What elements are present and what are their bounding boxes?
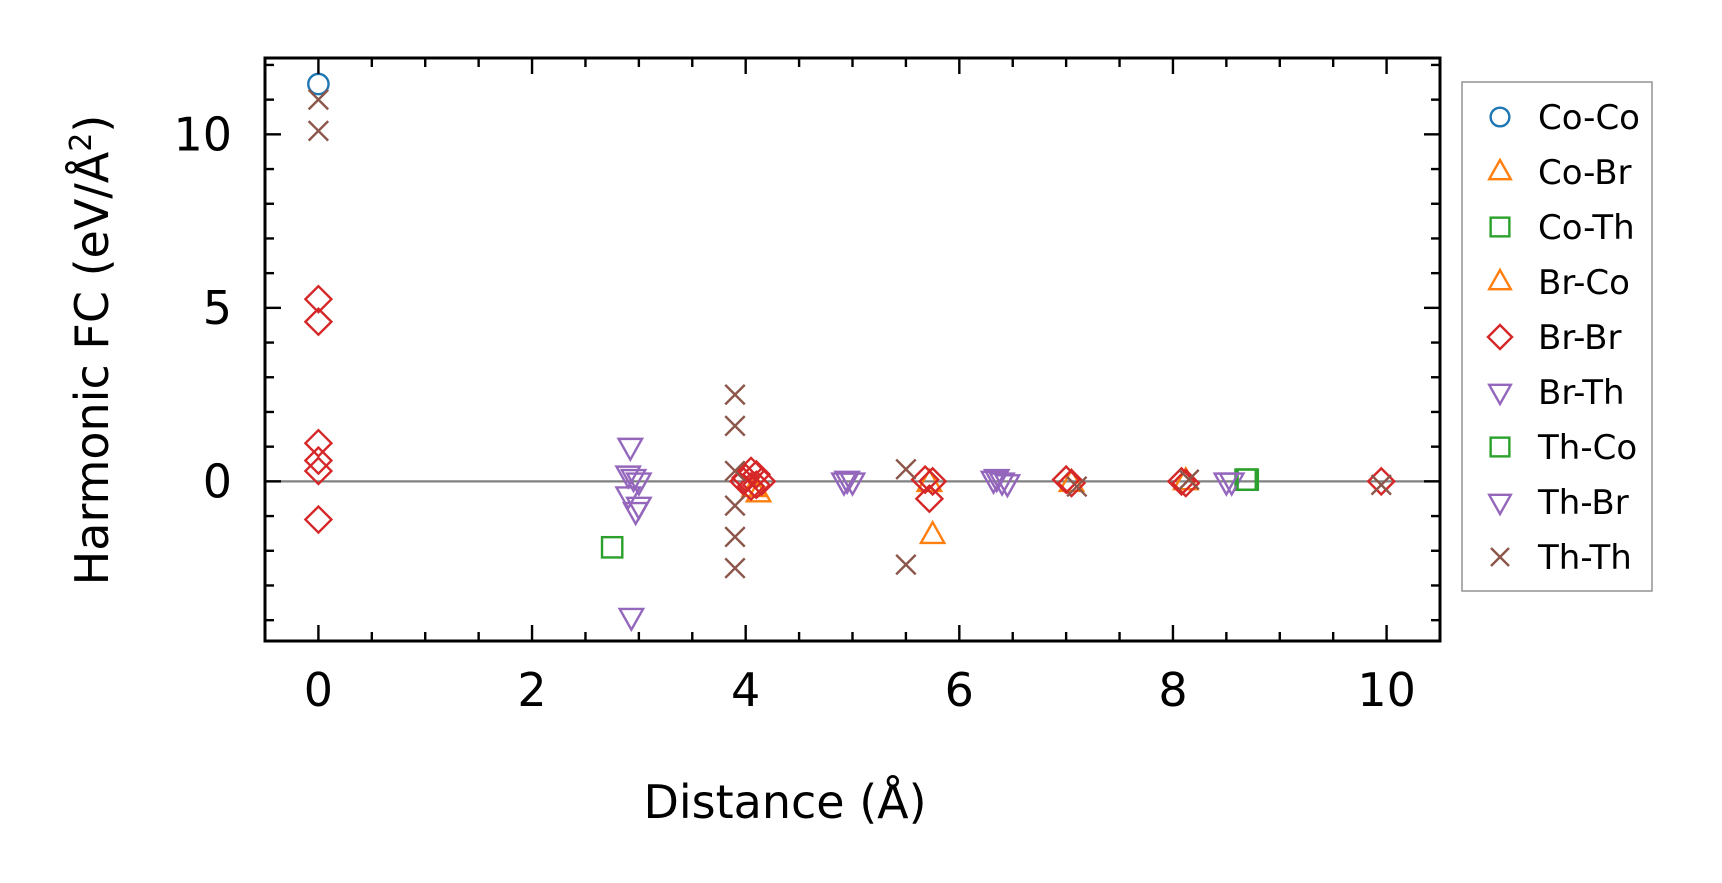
point-br-br <box>303 456 334 486</box>
point-th-br <box>993 474 1022 499</box>
point-th-th <box>724 557 746 579</box>
point-br-br <box>917 466 948 497</box>
y-tick-label: 10 <box>173 107 232 161</box>
point-th-th <box>724 415 746 437</box>
point-th-br <box>614 465 642 490</box>
legend-marker-th-th <box>1490 547 1510 567</box>
point-br-br <box>728 466 759 497</box>
point-th-th <box>307 120 330 142</box>
axes: 0 2 4 6 8 10 0 5 10 <box>173 56 1442 717</box>
point-br-br <box>303 445 334 476</box>
point-br-br <box>736 471 766 502</box>
point-br-th <box>617 607 646 633</box>
point-th-th <box>1066 475 1088 498</box>
legend-label-co-th: Co-Th <box>1538 208 1635 248</box>
point-br-br <box>303 284 334 314</box>
point-br-th <box>833 470 861 496</box>
x-tick-label: 6 <box>945 663 974 717</box>
point-br-br <box>910 464 940 495</box>
legend-label-br-br: Br-Br <box>1538 318 1622 358</box>
x-tick-label: 8 <box>1158 663 1187 717</box>
y-axis-label-main: Harmonic FC (eV/Å <box>65 151 119 585</box>
y-axis-label-sup: 2 <box>64 133 99 152</box>
point-th-th <box>1178 469 1200 491</box>
legend-marker-co-br <box>1487 157 1513 181</box>
y-axis-label: Harmonic FC (eV/Å2) <box>64 115 120 586</box>
point-th-th <box>724 526 746 548</box>
y-tick-label: 5 <box>203 281 232 335</box>
point-th-br <box>1212 472 1241 497</box>
point-br-br <box>303 504 334 535</box>
point-br-br <box>1051 464 1081 495</box>
legend-label-th-br: Th-Br <box>1537 483 1629 523</box>
legend: Co-Co Co-Br Co-Th Br-Co Br-Br Br-Th Th-Co Th-Br… <box>1461 81 1653 592</box>
legend-marker-co-co <box>1489 106 1511 128</box>
point-th-th <box>724 495 746 517</box>
legend-marker-br-br <box>1486 323 1514 351</box>
legend-label-br-co: Br-Co <box>1538 263 1630 303</box>
point-br-th <box>625 472 653 497</box>
x-tick-label: 0 <box>304 663 333 717</box>
legend-marker-th-co <box>1489 436 1511 458</box>
point-th-th <box>724 460 746 482</box>
plot-frame <box>263 56 1442 643</box>
plot-area <box>265 72 1440 633</box>
point-th-th <box>307 89 330 111</box>
point-br-th <box>988 472 1016 497</box>
x-axis-label: Distance (Å) <box>643 775 926 829</box>
legend-marker-co-th <box>1489 216 1511 238</box>
legend-label-co-co: Co-Co <box>1538 98 1640 138</box>
legend-label-co-br: Co-Br <box>1538 153 1632 193</box>
x-tick-label: 2 <box>517 663 546 717</box>
point-br-th <box>982 468 1011 494</box>
legend-label-br-th: Br-Th <box>1538 373 1625 413</box>
x-tick-label: 10 <box>1357 663 1416 717</box>
point-br-br <box>741 470 772 500</box>
point-th-th <box>895 554 917 576</box>
point-co-th <box>600 535 624 559</box>
point-br-th <box>616 437 645 463</box>
point-br-th <box>619 468 648 494</box>
point-co-br <box>918 519 947 545</box>
point-br-br <box>303 307 334 337</box>
legend-label-th-th: Th-Th <box>1537 538 1632 578</box>
y-tick-label: 0 <box>203 454 232 508</box>
legend-marker-br-th <box>1487 383 1513 407</box>
legend-marker-br-co <box>1487 267 1513 291</box>
point-br-br <box>914 484 945 514</box>
point-br-br <box>1171 468 1201 498</box>
x-tick-label: 4 <box>731 663 760 717</box>
point-th-th <box>1370 474 1392 496</box>
point-th-br <box>830 472 858 497</box>
y-axis-label-end: ) <box>65 115 119 133</box>
legend-box <box>1461 81 1653 592</box>
point-th-th <box>895 458 917 480</box>
point-th-co <box>1236 468 1260 491</box>
point-th-br <box>625 496 653 522</box>
legend-marker-th-br <box>1487 493 1513 517</box>
point-br-br <box>1056 468 1087 498</box>
legend-label-th-co: Th-Co <box>1537 428 1637 468</box>
point-br-br <box>303 428 334 458</box>
point-th-th <box>724 384 746 406</box>
